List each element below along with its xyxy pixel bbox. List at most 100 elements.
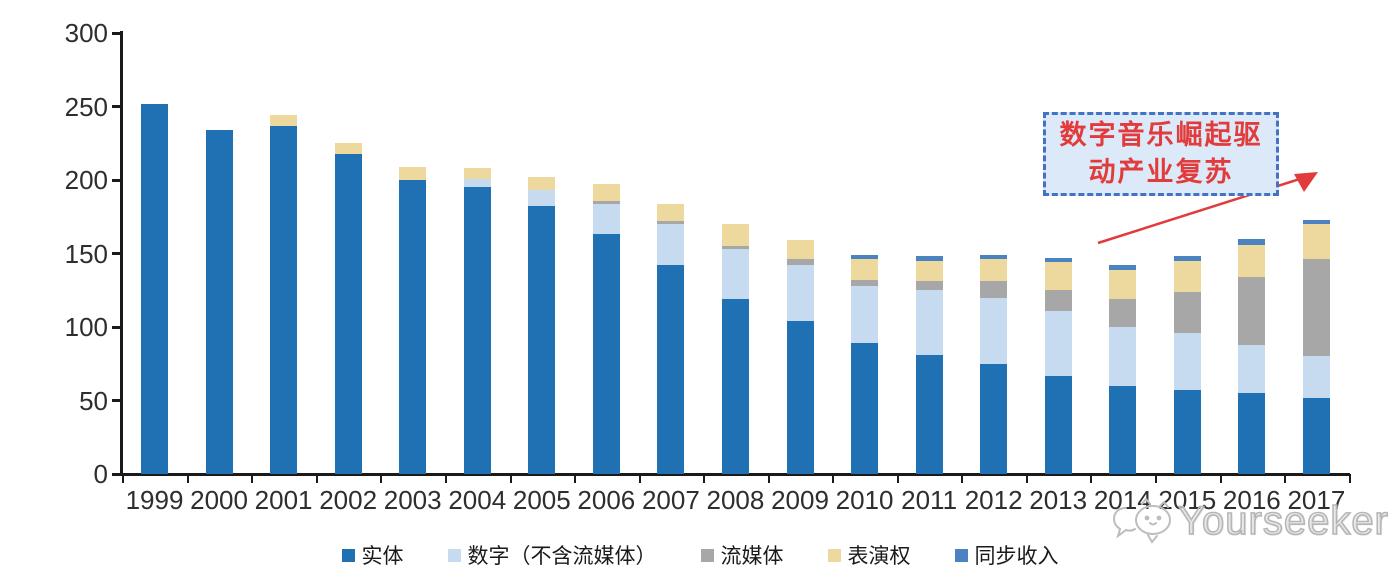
bar-segment-2015-streaming [1173, 291, 1201, 333]
x-axis-label-2006: 2006 [577, 485, 636, 515]
legend-swatch-sync-revenue [954, 548, 968, 562]
x-axis-tick [574, 474, 577, 483]
bar-segment-2015-performance-rights [1173, 260, 1201, 292]
bar-segment-2000-physical [205, 130, 233, 474]
bar-segment-2014-streaming [1109, 299, 1137, 327]
x-axis-label-2017: 2017 [1287, 485, 1346, 515]
bar-segment-2012-physical [980, 363, 1008, 474]
x-axis-tick [122, 474, 125, 483]
bar-segment-2009-physical [786, 321, 814, 474]
x-axis-tick [1090, 474, 1093, 483]
bar-segment-2005-performance-rights [528, 177, 556, 191]
bar-segment-2009-digital-excl-streaming [786, 265, 814, 322]
bar-segment-2006-digital-excl-streaming [592, 203, 620, 235]
bar-segment-2004-performance-rights [463, 168, 491, 179]
bar-segment-2008-digital-excl-streaming [721, 249, 749, 300]
legend-swatch-performance-rights [827, 548, 841, 562]
x-axis-label-2000: 2000 [190, 485, 248, 515]
x-axis-tick [315, 474, 318, 483]
y-axis-label: 300 [64, 18, 108, 48]
bar-segment-2012-digital-excl-streaming [980, 297, 1008, 364]
x-axis-line [113, 473, 1350, 476]
bar-segment-2008-streaming [721, 246, 749, 250]
x-axis-tick [638, 474, 641, 483]
yourseeker-logo-icon [1112, 497, 1171, 544]
bar-segment-2014-sync-revenue [1109, 265, 1137, 270]
bar-segment-2008-physical [721, 299, 749, 474]
bar-segment-2011-physical [915, 354, 943, 474]
y-axis-tick [112, 325, 120, 329]
legend-label-digital-excl-streaming: 数字（不含流媒体） [467, 545, 657, 568]
legend-item-streaming: 流媒体 [700, 540, 784, 570]
bar-segment-2002-physical [334, 153, 362, 474]
chart-legend: 实体 数字（不含流媒体） 流媒体 表演权 同步收入 [120, 540, 1280, 570]
legend-item-sync-revenue: 同步收入 [954, 540, 1059, 570]
bar-segment-2013-streaming [1044, 290, 1072, 311]
bar-segment-2010-performance-rights [851, 259, 879, 280]
bar-segment-1999-physical [141, 103, 168, 474]
x-axis-label-2007: 2007 [641, 485, 700, 515]
x-axis-tick [1348, 474, 1351, 483]
bar-segment-2008-performance-rights [721, 224, 749, 247]
y-axis-tick [112, 105, 120, 108]
y-axis-tick [112, 252, 120, 255]
bar-segment-2011-streaming [915, 281, 943, 291]
bar-segment-2005-physical [528, 206, 556, 474]
x-axis-tick [1025, 474, 1028, 483]
annotation-callout: 数字音乐崛起驱 动产业复苏 [1043, 112, 1279, 196]
bar-segment-2005-digital-excl-streaming [528, 190, 556, 207]
bar-segment-2014-performance-rights [1109, 269, 1137, 300]
bar-segment-2003-performance-rights [399, 166, 427, 180]
bar-segment-2010-streaming [851, 279, 879, 286]
bar-segment-2001-performance-rights [270, 115, 298, 126]
bar-segment-2007-digital-excl-streaming [657, 224, 685, 266]
bar-segment-2007-physical [657, 265, 685, 474]
y-axis-label: 100 [64, 312, 108, 342]
x-axis-tick [703, 474, 706, 483]
bar-segment-2013-performance-rights [1044, 262, 1072, 291]
legend-label-sync-revenue: 同步收入 [974, 545, 1059, 568]
bar-segment-2001-physical [270, 125, 298, 474]
legend-label-performance-rights: 表演权 [847, 545, 911, 568]
bar-segment-2013-sync-revenue [1044, 257, 1072, 263]
x-axis-label-2003: 2003 [383, 485, 442, 515]
y-axis-line [120, 31, 123, 476]
x-axis-tick [832, 474, 835, 483]
x-axis-label-2011: 2011 [901, 485, 958, 515]
y-axis-tick [112, 31, 120, 35]
y-axis-label: 150 [64, 238, 108, 269]
x-axis-tick [186, 474, 189, 483]
legend-swatch-digital-excl-streaming [447, 548, 461, 562]
x-axis-label-2012: 2012 [964, 485, 1023, 515]
x-axis-label-1999: 1999 [125, 485, 184, 515]
bar-segment-2006-performance-rights [592, 184, 620, 201]
bar-segment-2007-performance-rights [657, 203, 685, 222]
bar-segment-2016-sync-revenue [1238, 238, 1266, 245]
bar-segment-2006-streaming [592, 200, 620, 204]
bar-segment-2012-sync-revenue [980, 254, 1008, 260]
x-axis-label-2001: 2001 [254, 485, 313, 515]
bar-segment-2002-performance-rights [334, 143, 362, 154]
legend-swatch-streaming [700, 548, 714, 562]
bar-segment-2004-digital-excl-streaming [463, 178, 491, 188]
bar-segment-2016-performance-rights [1238, 244, 1266, 277]
x-axis-tick [961, 474, 964, 483]
y-axis-label: 200 [64, 165, 108, 195]
x-axis-label-2016: 2016 [1222, 485, 1281, 515]
x-axis-tick [767, 474, 770, 483]
legend-item-performance-rights: 表演权 [827, 540, 911, 570]
bar-segment-2003-physical [399, 180, 427, 474]
x-axis-tick [1155, 474, 1158, 483]
x-axis-label-2010: 2010 [835, 485, 894, 515]
bar-segment-2004-physical [463, 187, 491, 474]
x-axis-tick [380, 474, 383, 483]
y-axis-label: 50 [79, 385, 108, 416]
bar-segment-2017-performance-rights [1302, 224, 1330, 260]
bar-segment-2007-streaming [657, 221, 685, 225]
y-axis-tick [112, 178, 120, 182]
bar-segment-2013-physical [1044, 375, 1072, 474]
watermark-text: Yourseeker [1177, 498, 1389, 544]
bar-segment-2010-sync-revenue [851, 254, 879, 260]
bar-segment-2015-sync-revenue [1173, 256, 1201, 261]
